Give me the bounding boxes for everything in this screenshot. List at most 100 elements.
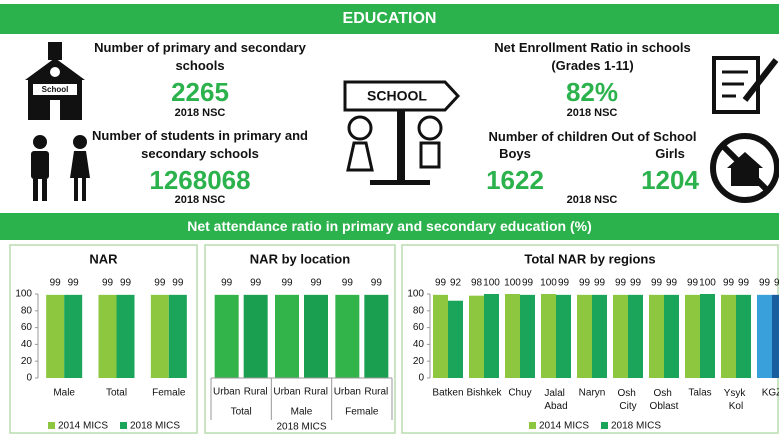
bar <box>505 294 520 378</box>
legend-label: 2018 MICS <box>611 421 661 432</box>
legend-swatch <box>48 422 55 429</box>
value-label: 99 <box>154 278 166 289</box>
building-text: School <box>42 85 69 94</box>
bar <box>98 294 117 378</box>
value-label: 99 <box>221 278 233 289</box>
bar <box>335 294 360 378</box>
series-label: Rural <box>244 387 268 398</box>
bar <box>736 294 751 378</box>
value-label: 99 <box>759 278 771 289</box>
x-tick-label: Osh City <box>617 388 638 412</box>
bar <box>556 294 571 378</box>
value-label: 99 <box>522 278 534 289</box>
sign-text: SCHOOL <box>367 88 427 104</box>
bar <box>772 294 779 378</box>
value-label: 99 <box>172 278 184 289</box>
subtitle: 2018 MICS <box>276 422 326 433</box>
bar <box>721 294 736 378</box>
group-label: Total <box>231 407 252 418</box>
bar <box>275 294 299 378</box>
x-tick-label: Total <box>106 388 127 399</box>
y-tick-label: 40 <box>21 339 33 350</box>
x-tick-label: Female <box>152 388 186 399</box>
y-tick-label: 60 <box>413 322 425 333</box>
value-label: 99 <box>687 278 699 289</box>
legend-swatch <box>120 422 127 429</box>
value-label: 99 <box>435 278 447 289</box>
group-label: Male <box>291 407 313 418</box>
stat-source: 2018 NSC <box>566 107 618 119</box>
bar <box>150 294 169 378</box>
bar <box>243 294 268 378</box>
stat-source: 2018 NSC <box>566 194 618 206</box>
value-label: 99 <box>738 278 750 289</box>
bar <box>613 294 628 378</box>
value-label: 99 <box>723 278 735 289</box>
x-tick-label: Male <box>53 388 75 399</box>
y-tick-label: 0 <box>418 373 424 384</box>
panel <box>204 244 396 434</box>
stat-source: 2018 NSC <box>174 107 226 119</box>
value-label: 99 <box>558 278 570 289</box>
value-label: 100 <box>699 278 716 289</box>
series-label: Urban <box>213 387 240 398</box>
series-label: Urban <box>334 387 361 398</box>
y-tick-label: 40 <box>413 339 425 350</box>
stat-source: 2018 NSC <box>174 194 226 206</box>
bar <box>484 294 499 378</box>
value-label: 99 <box>281 278 293 289</box>
y-tick-label: 20 <box>413 356 425 367</box>
bar <box>46 294 65 378</box>
stat-value: 82% <box>565 77 619 107</box>
value-label: 92 <box>450 278 462 289</box>
bar <box>664 294 679 378</box>
value-label: 98 <box>471 278 483 289</box>
y-tick-label: 80 <box>21 305 33 316</box>
x-tick-label: Talas <box>688 388 711 399</box>
group-label: Female <box>345 407 379 418</box>
chart-title: Total NAR by regions <box>524 251 655 266</box>
bar <box>757 294 772 378</box>
y-tick-label: 100 <box>15 289 32 300</box>
stat-value: 2265 <box>171 77 229 107</box>
value-label: 100 <box>504 278 521 289</box>
no-school-icon <box>710 133 779 203</box>
school-sign-icon: SCHOOL <box>343 80 461 185</box>
students-icon <box>31 135 90 201</box>
value-label: 99 <box>666 278 678 289</box>
series-label: Rural <box>304 387 328 398</box>
panel <box>9 244 198 434</box>
bar <box>168 294 187 378</box>
x-tick-label: Bishkek <box>466 388 502 399</box>
bar <box>116 294 135 378</box>
out-of-school-label: Number of children Out of School <box>488 129 697 144</box>
bar <box>64 294 83 378</box>
y-tick-label: 100 <box>407 289 424 300</box>
value-label: 99 <box>50 278 62 289</box>
bar <box>700 294 715 378</box>
bar <box>592 294 607 378</box>
value-label: 99 <box>342 278 354 289</box>
value-label: 99 <box>310 278 322 289</box>
legend-label: 2014 MICS <box>539 421 589 432</box>
legend-label: 2018 MICS <box>130 421 180 432</box>
value-label: 99 <box>774 278 779 289</box>
series-label: Rural <box>364 387 388 398</box>
value-label: 99 <box>68 278 80 289</box>
bar <box>628 294 643 378</box>
value-label: 99 <box>250 278 262 289</box>
value-label: 99 <box>630 278 642 289</box>
bar <box>448 300 463 378</box>
chart-title: NAR <box>89 251 118 266</box>
stat-label: Net Enrollment Ratio in schools (Grades … <box>494 40 691 73</box>
school-building-icon: School <box>25 42 85 120</box>
value-label: 99 <box>594 278 606 289</box>
stat-label: Number of primary and secondary schools <box>94 40 306 73</box>
x-tick-label: KGZ <box>762 388 779 399</box>
value-label: 99 <box>651 278 663 289</box>
x-tick-label: Naryn <box>579 388 606 399</box>
value-label: 99 <box>102 278 114 289</box>
bar <box>577 294 592 378</box>
